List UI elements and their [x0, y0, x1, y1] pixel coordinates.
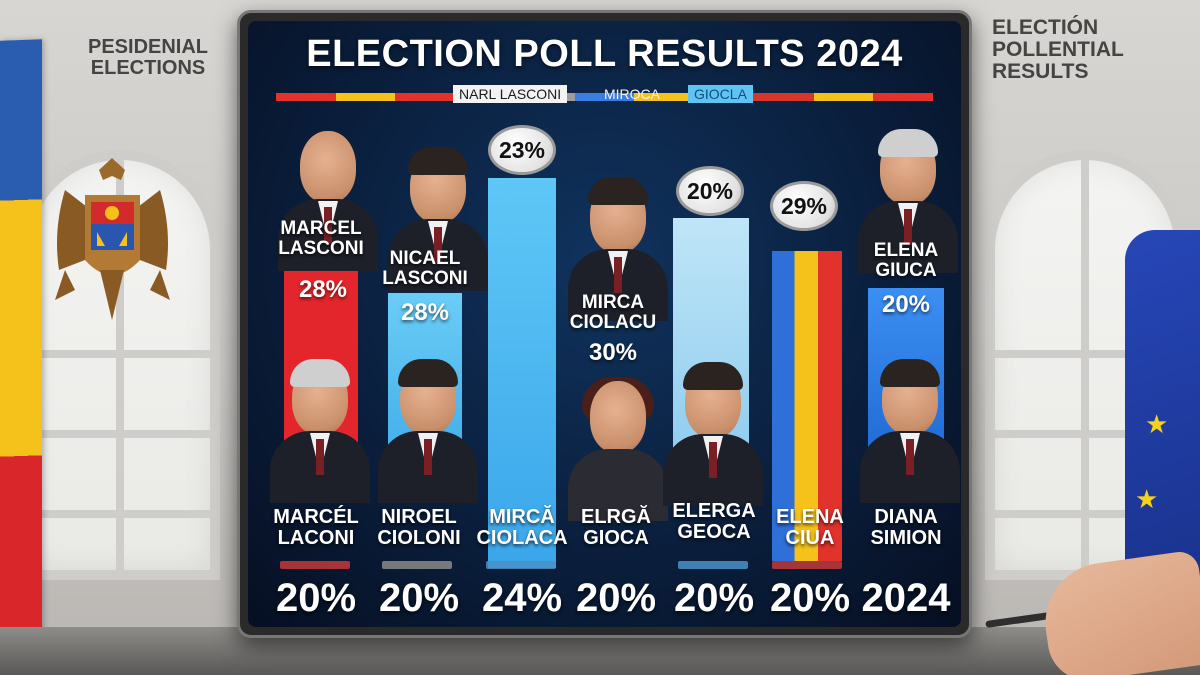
color-strip-segment	[753, 93, 814, 101]
background-caption-left: PESIDENIAL ELECTIONS	[88, 36, 209, 79]
candidate-percent: 24%	[481, 576, 563, 620]
candidate-percent: 30%	[588, 339, 638, 366]
color-strip-segment	[634, 93, 695, 101]
portrait-marcel-lasconi	[278, 131, 378, 271]
sub-label: MIROCA	[604, 86, 660, 102]
bar-23	[488, 178, 556, 568]
background-caption-right: ELECTIÓN POLLENTIAL RESULTS	[992, 16, 1124, 84]
poll-title: ELECTION POLL RESULTS 2024	[306, 33, 903, 75]
candidate-name: MIRCA CIOLACU	[569, 292, 657, 333]
candidate-name: ELENA CIUA	[776, 506, 844, 549]
candidate-name: NIROEL CIOLONI	[377, 506, 461, 549]
candidate-name: ELENA GIUCA	[873, 240, 939, 281]
candidate-percent: 2024	[861, 576, 951, 620]
percent-badge: 20%	[676, 166, 744, 216]
color-strip-segment	[395, 93, 456, 101]
percent-badge: 29%	[770, 181, 838, 231]
national-flag	[0, 39, 42, 675]
coat-of-arms-emblem	[55, 158, 170, 320]
name-strip	[678, 561, 748, 569]
candidate-percent: 20%	[575, 576, 657, 620]
color-strip-segment	[335, 93, 396, 101]
candidate-name: NICAEL LASCONI	[382, 248, 468, 289]
portrait-lower-4	[568, 377, 668, 521]
candidate-name: MARCÉL LACONI	[273, 506, 359, 549]
candidate-name: ELRGĂ GIOCA	[581, 506, 651, 549]
portrait-elena-giuca	[858, 129, 958, 273]
name-strip	[280, 561, 350, 569]
portrait-lower-7	[860, 359, 960, 503]
candidate-percent: 28%	[298, 276, 348, 303]
star-icon: ★	[1135, 485, 1159, 515]
candidate-percent: 28%	[400, 299, 450, 326]
name-strip	[382, 561, 452, 569]
portrait-lower-2	[378, 359, 478, 503]
sub-label: NARL LASCONI	[453, 85, 568, 103]
candidate-name: MIRCĂ CIOLACA	[476, 506, 568, 549]
poll-screen: ELECTION POLL RESULTS 2024 NARL LASCONI …	[248, 21, 961, 627]
candidate-percent: 20%	[378, 576, 460, 620]
sub-labels: NARL LASCONI MIROCA GIOCLA	[248, 85, 961, 105]
portrait-mirca-ciolacu	[568, 177, 668, 321]
bar-tricolor	[772, 251, 842, 561]
sub-label: GIOCLA	[688, 85, 753, 103]
candidate-percent: 20%	[881, 291, 931, 318]
name-strip	[486, 561, 556, 569]
color-strip-segment	[813, 93, 874, 101]
star-icon: ★	[1145, 410, 1169, 440]
percent-badge: 23%	[488, 125, 556, 175]
color-strip-segment	[574, 93, 635, 101]
candidate-name: MARCEL LASCONI	[278, 218, 364, 259]
poll-monitor: ELECTION POLL RESULTS 2024 NARL LASCONI …	[237, 10, 972, 638]
color-strip-segment	[873, 93, 934, 101]
portrait-lower-5	[663, 362, 763, 506]
portrait-lower-1	[270, 359, 370, 503]
candidate-percent: 20%	[769, 576, 851, 620]
portrait-nicael-lasconi	[388, 147, 488, 291]
candidate-percent: 20%	[275, 576, 357, 620]
color-strip-segment	[276, 93, 336, 101]
candidate-name: DIANA SIMION	[870, 506, 942, 549]
candidate-name: ELERGA GEOCA	[672, 500, 756, 543]
name-strip	[772, 561, 842, 569]
candidate-percent: 20%	[673, 576, 755, 620]
